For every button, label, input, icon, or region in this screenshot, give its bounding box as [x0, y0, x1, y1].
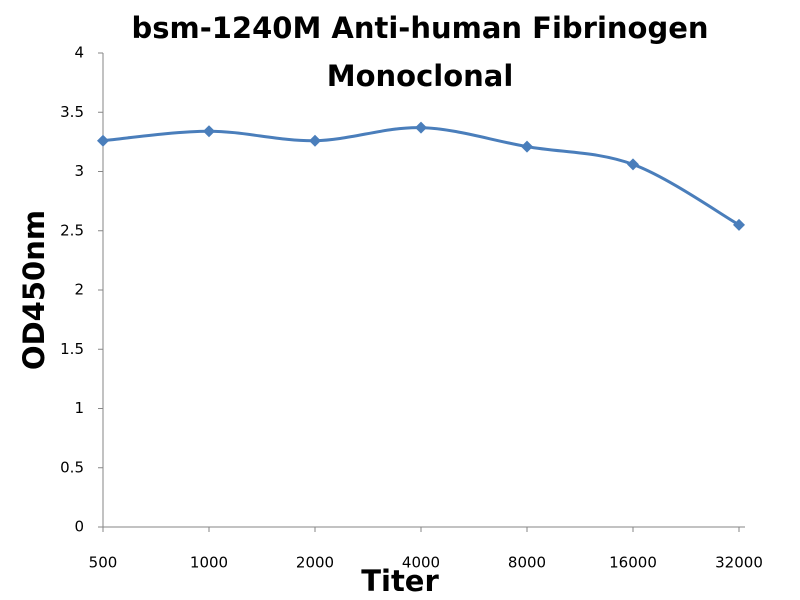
marker	[521, 140, 533, 153]
y-tick-label: 0	[74, 518, 84, 536]
x-tick-label: 16000	[609, 554, 657, 572]
marker	[415, 121, 427, 134]
y-tick-label: 3	[74, 162, 84, 180]
x-tick-label: 4000	[402, 554, 440, 572]
y-tick-label: 3.5	[60, 103, 84, 121]
marker	[733, 218, 745, 231]
y-tick-label: 2.5	[60, 221, 84, 239]
marker	[203, 125, 215, 138]
x-tick-label: 1000	[190, 554, 228, 572]
marker	[627, 158, 639, 171]
x-axis-title: Titer	[361, 564, 439, 598]
x-tick-label: 500	[89, 554, 118, 572]
y-tick-label: 2	[74, 281, 84, 299]
y-axis-title: OD450nm	[17, 210, 51, 370]
x-tick-label: 8000	[508, 554, 546, 572]
y-tick-label: 1	[74, 399, 84, 417]
y-tick-label: 0.5	[60, 458, 84, 476]
marker	[97, 134, 109, 147]
series-line	[102, 126, 740, 227]
y-tick-label: 4	[74, 44, 84, 62]
x-tick-label: 2000	[296, 554, 334, 572]
marker	[309, 134, 321, 147]
chart-title: bsm-1240M Anti-human Fibrinogen Monoclon…	[131, 11, 709, 93]
y-tick-label: 1.5	[60, 340, 84, 358]
x-tick-label: 32000	[715, 554, 763, 572]
